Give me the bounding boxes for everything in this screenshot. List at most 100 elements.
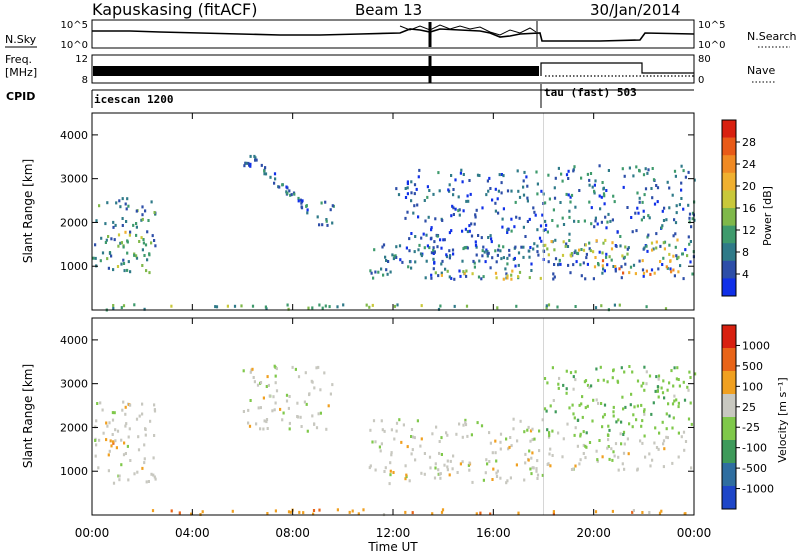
range-cell xyxy=(439,476,442,480)
range-cell xyxy=(389,270,392,274)
range-cell xyxy=(562,383,565,387)
range-cell xyxy=(510,273,513,277)
range-cell xyxy=(682,169,685,173)
range-cell xyxy=(473,222,476,226)
range-cell xyxy=(251,304,255,308)
range-cell xyxy=(108,449,111,453)
range-cell xyxy=(588,183,591,187)
range-cell xyxy=(602,192,606,196)
range-cell xyxy=(626,437,629,441)
range-cell xyxy=(554,238,557,242)
range-cell xyxy=(439,472,442,476)
range-cell xyxy=(548,433,551,437)
range-cell xyxy=(595,239,598,243)
range-cell xyxy=(655,246,658,250)
range-cell xyxy=(300,425,303,428)
range-cell xyxy=(126,251,129,255)
range-cell xyxy=(362,508,365,512)
range-cell xyxy=(374,468,377,472)
range-cell xyxy=(437,171,440,175)
range-cell xyxy=(304,371,307,375)
range-cell xyxy=(511,269,514,273)
range-cell xyxy=(299,415,302,419)
range-cell xyxy=(465,304,469,308)
range-cell xyxy=(627,246,630,250)
range-cell xyxy=(404,464,407,468)
range-cell xyxy=(390,451,393,455)
colorbar-swatch xyxy=(722,325,736,349)
range-cell xyxy=(434,462,437,466)
range-cell xyxy=(389,461,392,465)
range-cell xyxy=(654,426,657,430)
range-cell xyxy=(107,469,110,473)
range-cell xyxy=(673,394,676,398)
range-cell xyxy=(608,457,611,461)
range-cell xyxy=(610,258,613,262)
range-cell xyxy=(665,218,668,222)
range-cell xyxy=(682,430,686,434)
range-cell xyxy=(402,423,405,427)
range-cell xyxy=(677,401,680,405)
range-cell xyxy=(548,431,551,435)
range-cell xyxy=(94,425,97,429)
range-cell xyxy=(296,415,300,419)
range-cell xyxy=(658,431,661,435)
range-cell xyxy=(420,236,423,240)
range-cell xyxy=(481,249,484,253)
range-cell xyxy=(683,448,686,452)
range-cell xyxy=(561,216,564,220)
range-cell xyxy=(676,257,679,261)
cpid-mode-tau: tau (fast) 503 xyxy=(544,86,637,99)
range-cell xyxy=(677,378,680,381)
range-cell xyxy=(436,234,439,238)
range-cell xyxy=(556,224,559,228)
range-cell xyxy=(497,244,501,248)
range-cell xyxy=(489,441,492,445)
range-cell xyxy=(614,265,617,268)
range-cell xyxy=(410,266,413,270)
range-cell xyxy=(688,212,692,216)
range-cell xyxy=(624,405,627,409)
range-cell xyxy=(612,265,615,268)
range-cell xyxy=(682,380,685,384)
range-cell xyxy=(126,268,129,272)
range-cell xyxy=(132,223,135,227)
colorbar-swatch xyxy=(722,417,736,441)
range-cell xyxy=(624,262,627,266)
range-cell xyxy=(117,474,120,478)
range-cell xyxy=(411,511,414,515)
range-cell xyxy=(562,240,565,244)
range-cell xyxy=(324,200,327,204)
range-cell xyxy=(690,225,693,229)
range-cell xyxy=(664,307,668,311)
range-cell xyxy=(643,246,646,250)
range-cell xyxy=(124,202,127,206)
range-cell xyxy=(430,251,433,255)
range-cell xyxy=(308,393,311,397)
range-cell xyxy=(566,422,569,426)
range-cell xyxy=(446,465,449,469)
range-cell xyxy=(410,180,413,184)
range-cell xyxy=(178,511,181,515)
range-cell xyxy=(622,271,625,275)
range-cell xyxy=(395,421,399,425)
range-cell xyxy=(622,451,626,455)
range-cell xyxy=(565,391,568,395)
range-cell xyxy=(112,268,115,272)
range-cell xyxy=(606,433,610,437)
range-cell xyxy=(671,426,674,430)
range-cell xyxy=(645,305,648,309)
range-cell xyxy=(369,269,372,273)
range-cell xyxy=(105,238,108,242)
range-cell xyxy=(470,234,474,238)
range-cell xyxy=(480,236,483,240)
range-cell xyxy=(487,236,490,239)
range-cell xyxy=(584,243,587,247)
range-cell xyxy=(413,204,416,208)
colorbar-swatch xyxy=(722,440,736,464)
range-cell xyxy=(513,256,516,260)
range-cell xyxy=(637,211,640,215)
range-cell xyxy=(568,209,571,213)
range-cell xyxy=(644,167,647,171)
range-cell xyxy=(152,456,155,460)
